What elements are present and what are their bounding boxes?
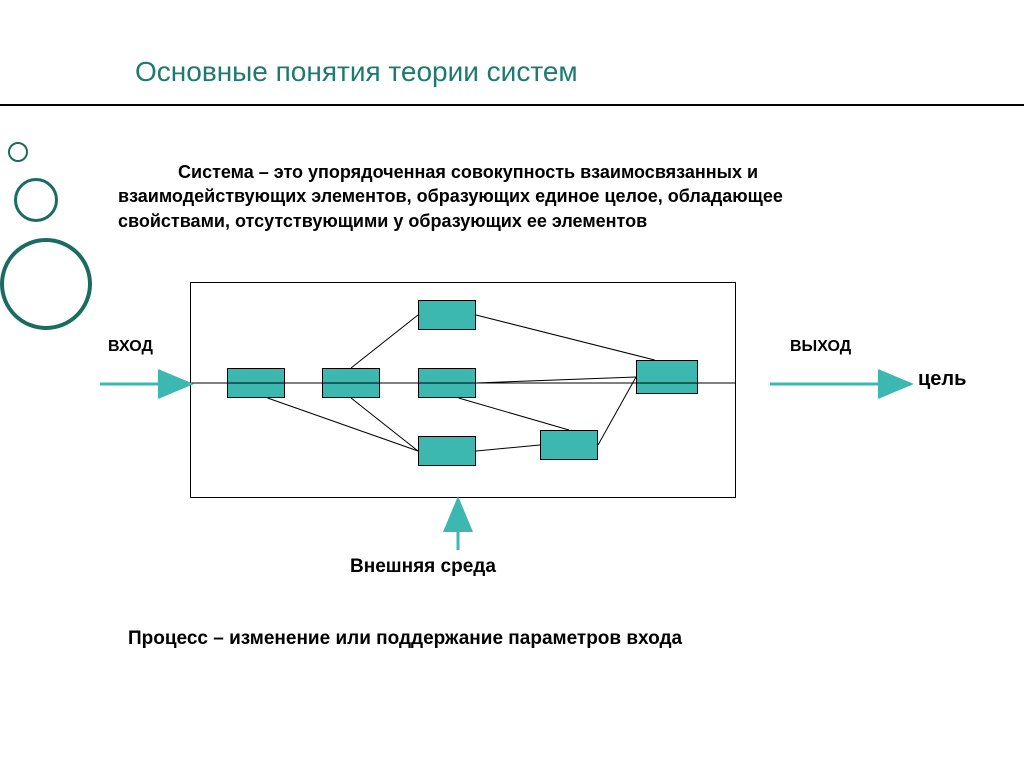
definition-text: Система – это упорядоченная совокупность… <box>118 160 898 233</box>
deco-circle <box>14 178 58 222</box>
diagram-node <box>418 368 476 398</box>
diagram-node <box>322 368 380 398</box>
diagram-node <box>418 300 476 330</box>
diagram-node <box>227 368 285 398</box>
label-env: Внешняя среда <box>350 556 496 578</box>
deco-circle <box>0 238 92 330</box>
deco-circle <box>8 142 28 162</box>
page-title: Основные понятия теории систем <box>135 56 578 88</box>
diagram-node <box>418 436 476 466</box>
title-underline <box>0 104 1024 106</box>
label-output: ВЫХОД <box>790 338 851 356</box>
label-process: Процесс – изменение или поддержание пара… <box>128 628 682 650</box>
diagram-node <box>540 430 598 460</box>
diagram-node <box>636 360 698 394</box>
label-goal: цель <box>918 368 966 391</box>
label-input: ВХОД <box>108 338 153 356</box>
